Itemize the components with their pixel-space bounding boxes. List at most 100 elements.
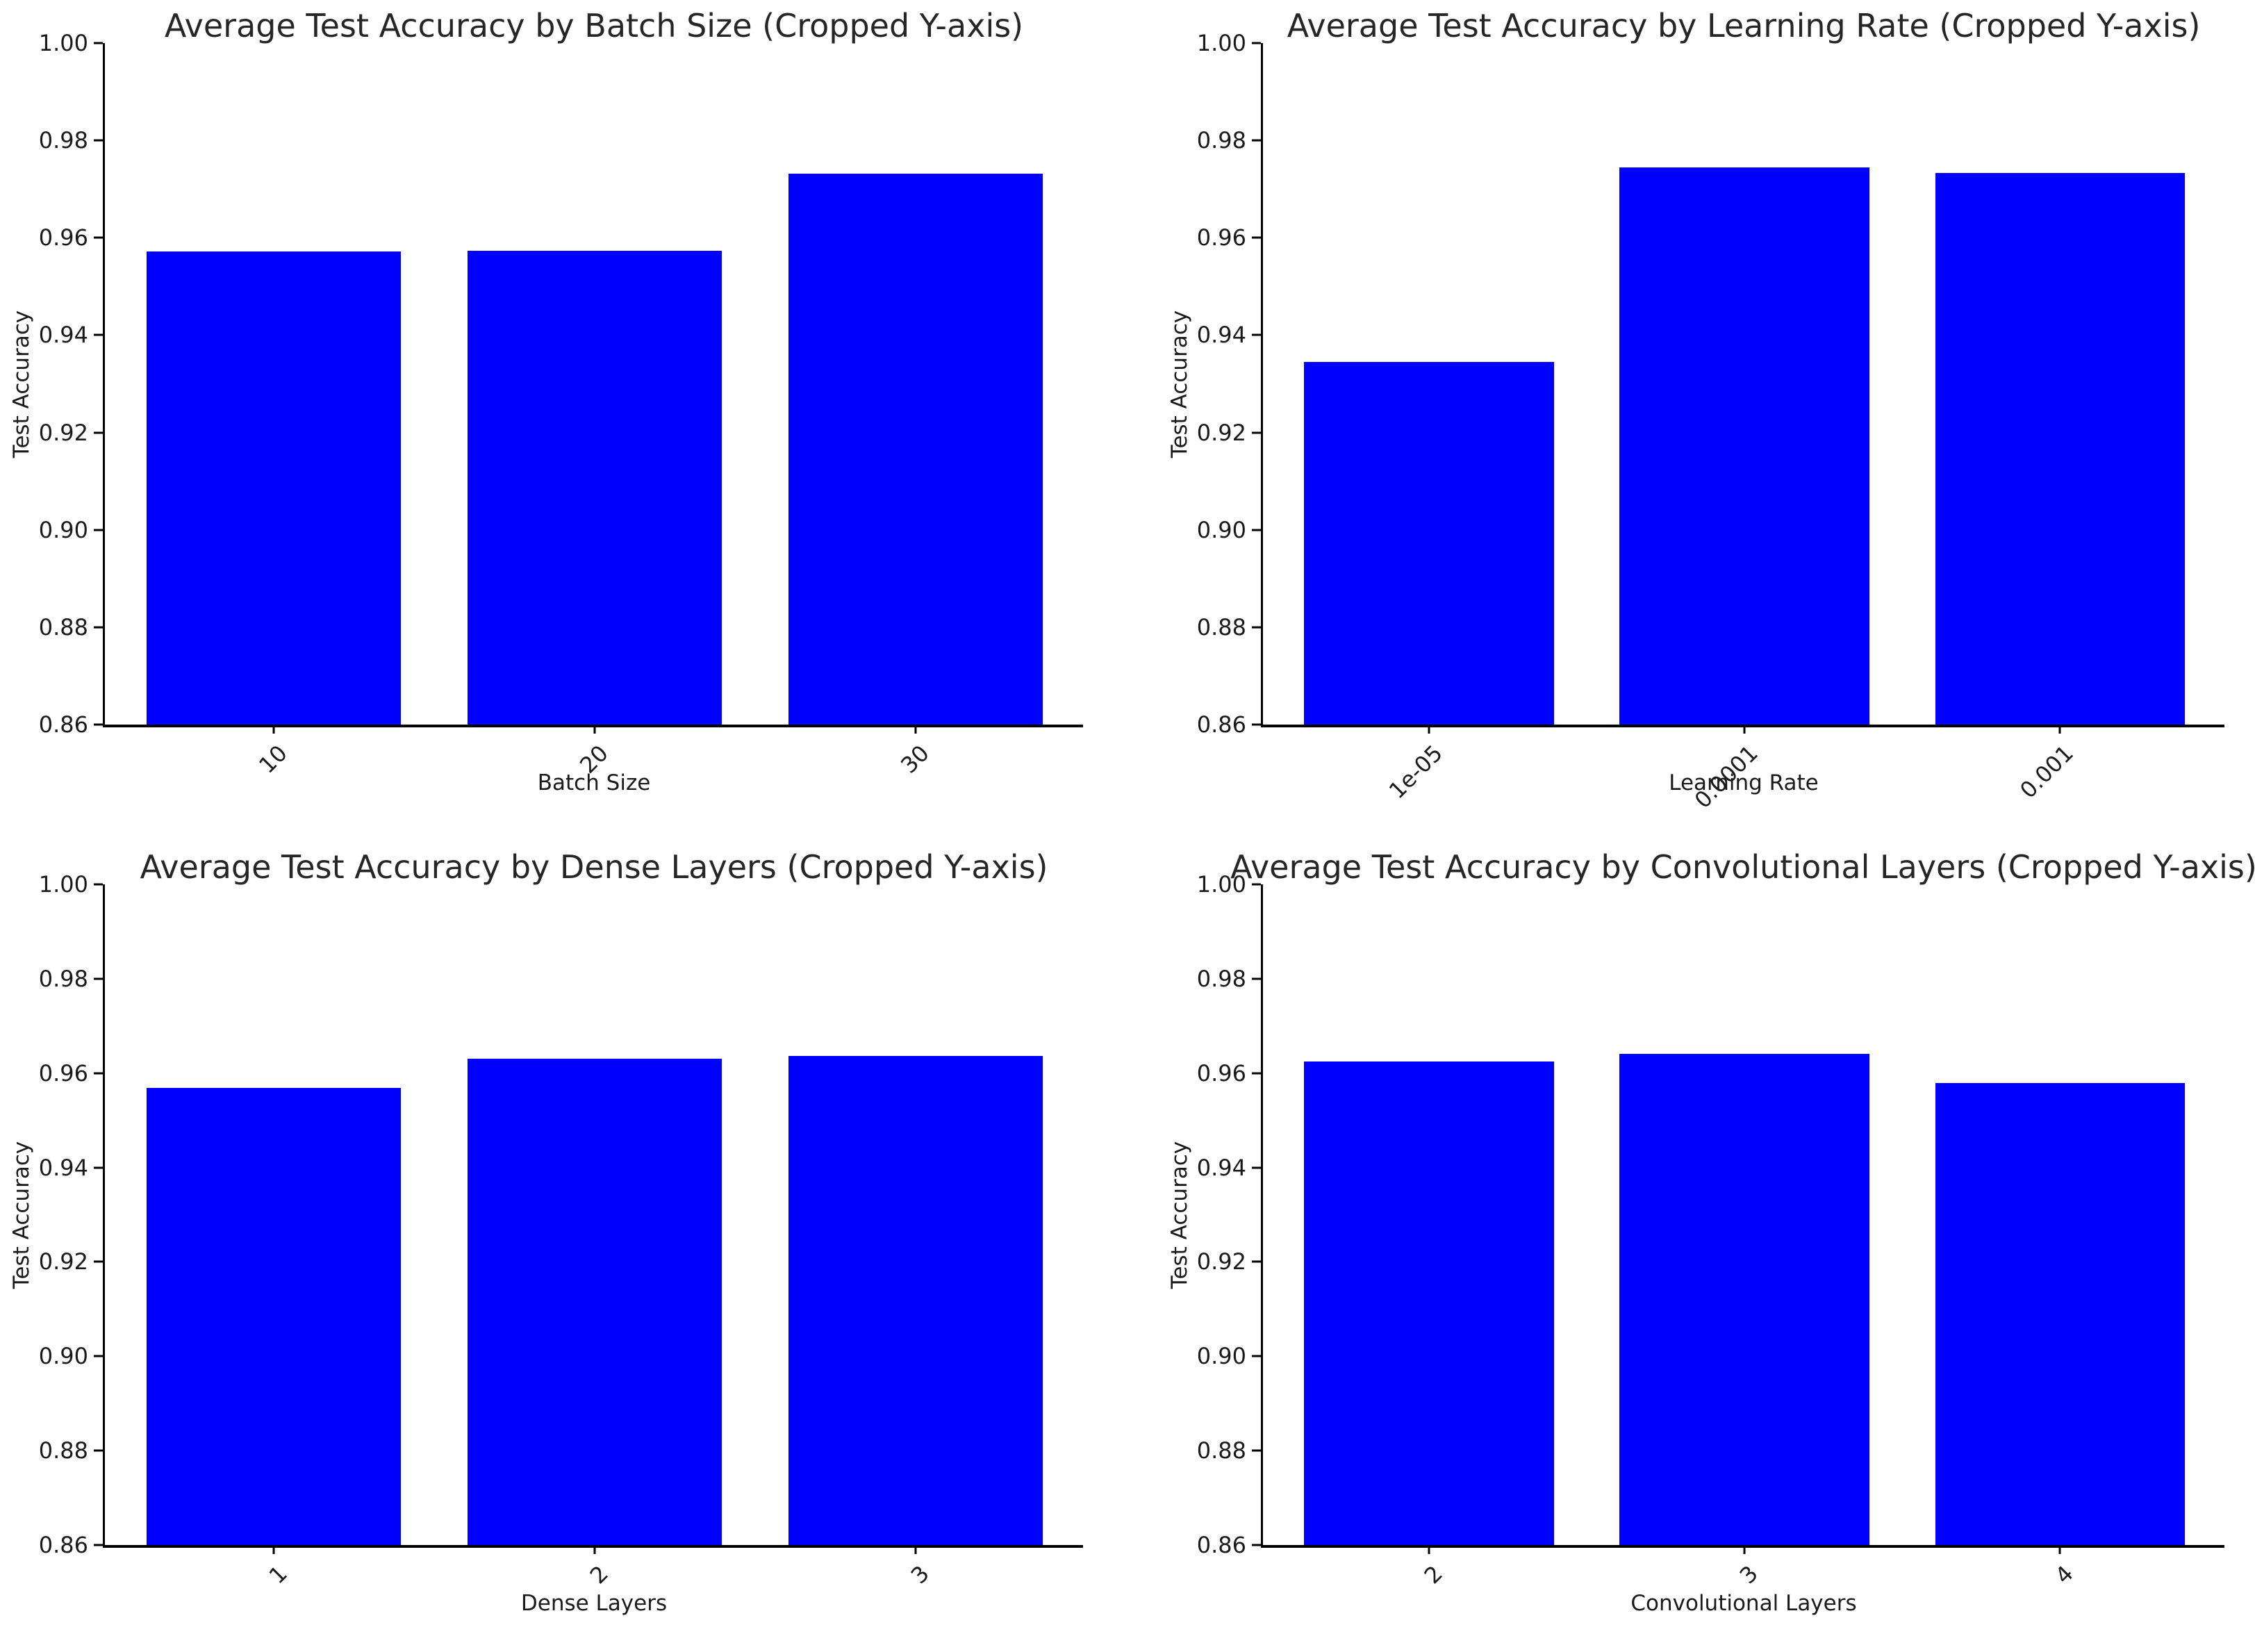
y-tick-label: 0.94 — [38, 1154, 88, 1181]
x-tick-label: 2 — [584, 1560, 613, 1589]
bar-20 — [468, 251, 722, 725]
x-tick-label: 1 — [263, 1560, 292, 1589]
x-axis-label: Learning Rate — [1669, 770, 1819, 795]
y-tick-label: 0.94 — [38, 322, 88, 349]
x-tick-label: 1e-05 — [1383, 740, 1448, 804]
plot-title: Average Test Accuracy by Batch Size (Cro… — [164, 7, 1024, 44]
subplot-convolutional-layers: Average Test Accuracy by Convolutional L… — [1128, 826, 2255, 1652]
y-tick-mark — [94, 529, 103, 531]
bar-0.0001 — [1619, 167, 1869, 725]
y-tick-mark — [1252, 883, 1261, 886]
y-tick-label: 0.98 — [38, 127, 88, 154]
y-tick-label: 0.88 — [1196, 1437, 1246, 1464]
y-tick-label: 0.86 — [1196, 711, 1246, 738]
y-tick-label: 0.96 — [38, 1059, 88, 1087]
x-tick-mark — [914, 1545, 917, 1554]
plot-title: Average Test Accuracy by Convolutional L… — [1230, 848, 2255, 886]
y-tick-mark — [94, 1166, 103, 1169]
y-tick-label: 0.92 — [38, 419, 88, 446]
x-axis-label: Batch Size — [537, 770, 651, 795]
x-axis-label: Convolutional Layers — [1630, 1591, 1857, 1616]
y-tick-mark — [94, 1449, 103, 1452]
axes-batch-size: Average Test Accuracy by Batch Size (Cro… — [9, 7, 1083, 795]
x-tick-mark — [1428, 725, 1430, 734]
x-tick-label: 3 — [905, 1560, 935, 1589]
x-tick-mark — [1743, 725, 1746, 734]
y-tick-mark — [1252, 529, 1261, 531]
y-tick-label: 0.90 — [1196, 1343, 1246, 1370]
x-tick-label: 10 — [254, 740, 292, 779]
x-tick-mark — [593, 1545, 596, 1554]
y-tick-mark — [1252, 1355, 1261, 1357]
y-tick-label: 0.98 — [38, 965, 88, 992]
y-tick-mark — [94, 723, 103, 726]
y-tick-label: 0.96 — [1196, 224, 1246, 251]
bar-2 — [1303, 1061, 1554, 1545]
y-axis-label: Test Accuracy — [1167, 1141, 1192, 1289]
bar-4 — [1935, 1082, 2186, 1545]
y-axis-label: Test Accuracy — [9, 1141, 34, 1289]
axes-learning-rate: Average Test Accuracy by Learning Rate (… — [1167, 7, 2224, 813]
x-tick-mark — [272, 725, 275, 734]
subplot-dense-layers: Average Test Accuracy by Dense Layers (C… — [0, 826, 1128, 1652]
y-tick-mark — [94, 333, 103, 336]
y-tick-label: 0.90 — [1196, 516, 1246, 543]
y-tick-mark — [94, 139, 103, 142]
bar-30 — [788, 173, 1043, 725]
y-tick-label: 0.96 — [1196, 1059, 1246, 1087]
y-tick-label: 0.92 — [38, 1248, 88, 1275]
y-axis-label: Test Accuracy — [9, 310, 34, 458]
y-tick-mark — [1252, 1449, 1261, 1452]
y-tick-mark — [1252, 1544, 1261, 1546]
y-tick-mark — [94, 626, 103, 629]
y-tick-mark — [94, 1260, 103, 1263]
y-tick-label: 1.00 — [1196, 30, 1246, 56]
y-tick-label: 0.86 — [38, 1532, 88, 1558]
x-tick-mark — [2058, 725, 2061, 734]
y-tick-mark — [1252, 333, 1261, 336]
y-tick-label: 0.88 — [38, 613, 88, 641]
x-tick-mark — [1743, 1545, 1746, 1554]
x-axis-label: Dense Layers — [520, 1591, 668, 1616]
y-tick-label: 0.90 — [38, 516, 88, 543]
y-tick-mark — [94, 883, 103, 886]
y-tick-label: 0.92 — [1196, 1248, 1246, 1275]
x-tick-label: 2 — [1419, 1560, 1448, 1589]
y-tick-label: 0.88 — [1196, 613, 1246, 641]
y-tick-mark — [94, 977, 103, 980]
y-tick-mark — [1252, 1260, 1261, 1263]
x-tick-mark — [914, 725, 917, 734]
y-tick-mark — [94, 431, 103, 434]
y-tick-mark — [1252, 431, 1261, 434]
x-tick-label: 4 — [2050, 1560, 2079, 1589]
y-tick-label: 0.98 — [1196, 965, 1246, 992]
y-tick-mark — [1252, 977, 1261, 980]
x-tick-mark — [593, 725, 596, 734]
x-tick-mark — [272, 1545, 275, 1554]
axes-dense-layers: Average Test Accuracy by Dense Layers (C… — [9, 848, 1083, 1616]
y-tick-label: 0.86 — [1196, 1532, 1246, 1558]
y-tick-mark — [1252, 723, 1261, 726]
y-tick-mark — [94, 1072, 103, 1075]
plot-title: Average Test Accuracy by Learning Rate (… — [1287, 7, 2201, 44]
y-tick-mark — [94, 1544, 103, 1546]
y-axis-label: Test Accuracy — [1167, 310, 1192, 458]
axes-convolutional-layers: Average Test Accuracy by Convolutional L… — [1167, 848, 2255, 1616]
bar-10 — [146, 251, 401, 725]
bar-0.001 — [1935, 173, 2186, 725]
bar-3 — [1619, 1053, 1869, 1545]
x-tick-label: 3 — [1734, 1560, 1763, 1589]
bar-3 — [788, 1055, 1043, 1545]
y-tick-label: 0.98 — [1196, 127, 1246, 154]
x-tick-mark — [1428, 1545, 1430, 1554]
y-tick-mark — [1252, 626, 1261, 629]
y-tick-mark — [94, 1355, 103, 1357]
y-tick-label: 0.92 — [1196, 419, 1246, 446]
bar-1e-05 — [1303, 361, 1554, 725]
y-tick-label: 0.88 — [38, 1437, 88, 1464]
y-tick-mark — [94, 236, 103, 239]
bar-2 — [468, 1058, 722, 1545]
bar-1 — [146, 1088, 401, 1545]
y-tick-label: 0.94 — [1196, 322, 1246, 349]
